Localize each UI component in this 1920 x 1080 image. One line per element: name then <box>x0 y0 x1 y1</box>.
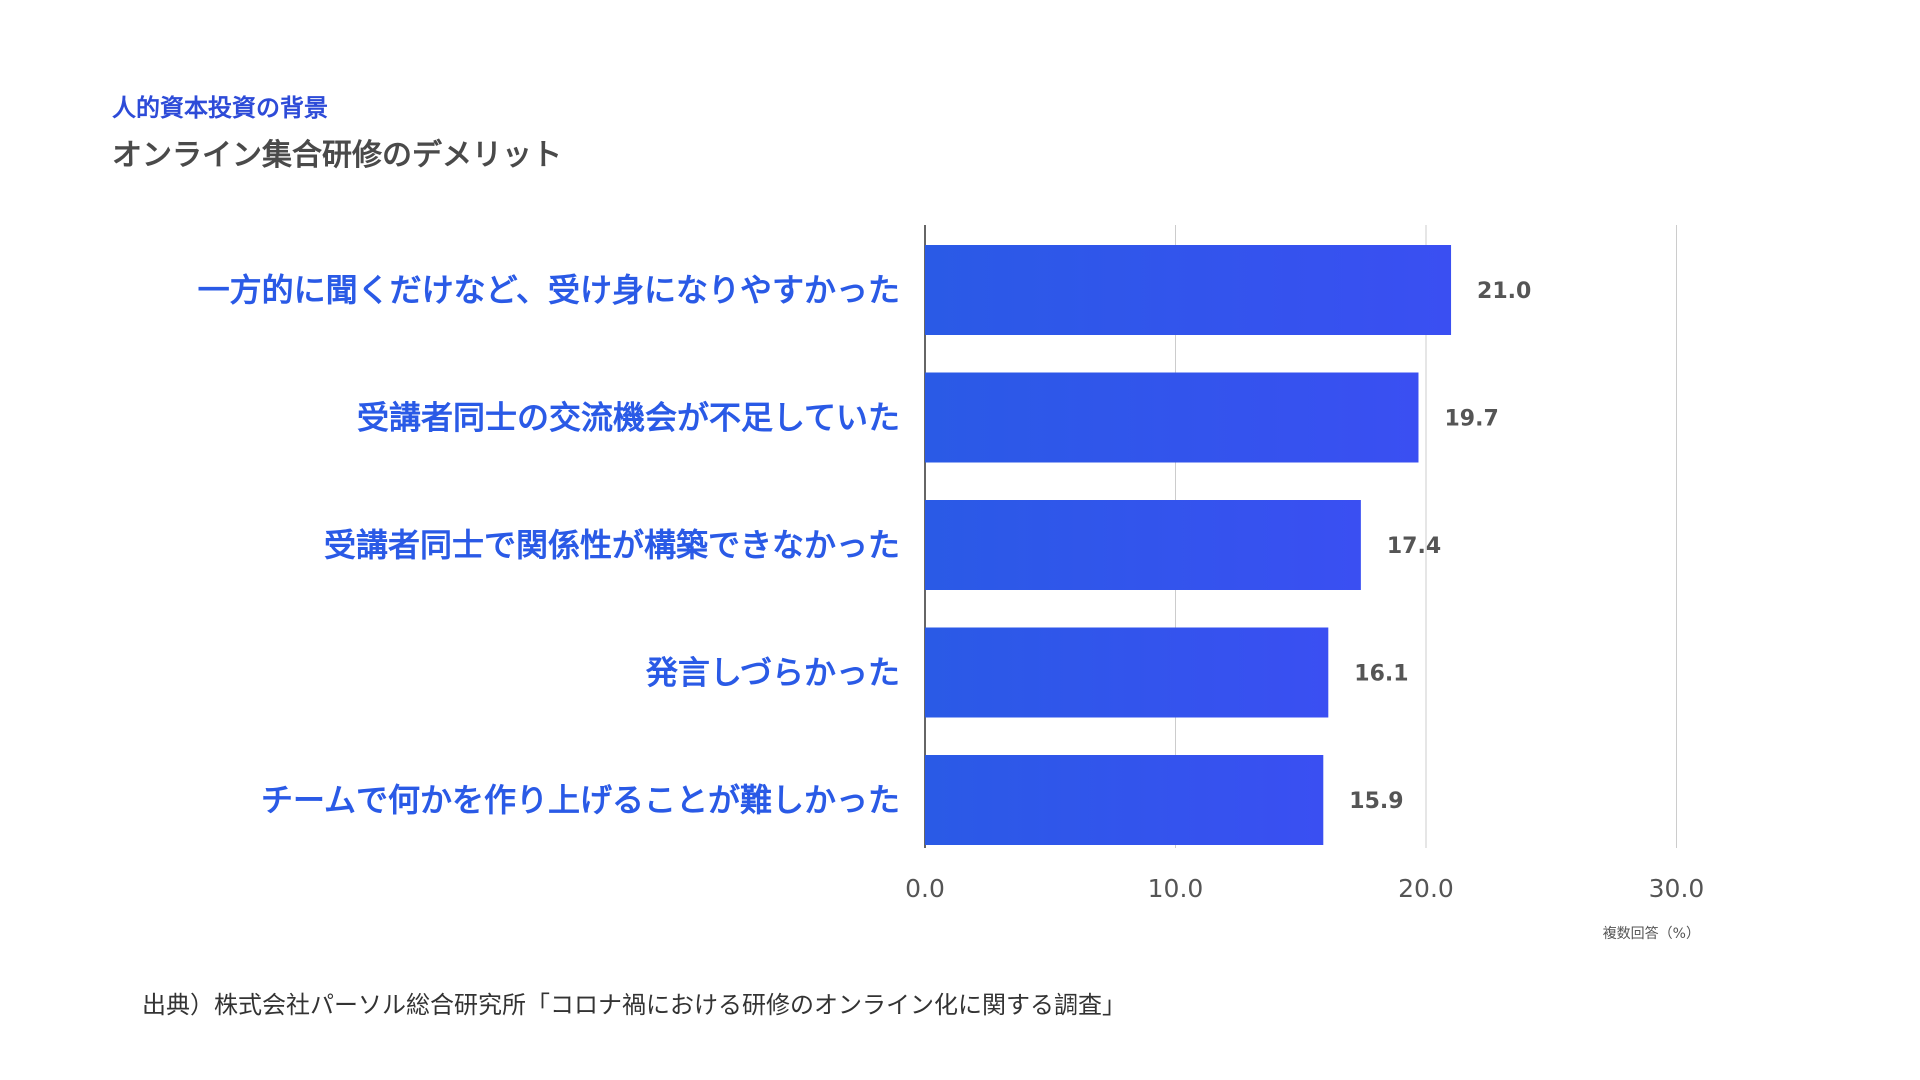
bar-value-label: 16.1 <box>1354 662 1408 687</box>
x-tick-label: 20.0 <box>1398 874 1454 903</box>
chart-title: オンライン集合研修のデメリット <box>112 138 562 173</box>
bar-value-label: 15.9 <box>1349 789 1403 814</box>
source-citation: 出典）株式会社パーソル総合研究所「コロナ禍における研修のオンライン化に関する調査… <box>142 991 1126 1019</box>
axis-note: 複数回答（%） <box>1603 925 1700 942</box>
x-tick-label: 0.0 <box>905 874 945 903</box>
bar-value-label: 19.7 <box>1444 407 1498 432</box>
bar <box>925 627 1329 718</box>
category-label: 受講者同士で関係性が構築できなかった <box>324 526 900 564</box>
category-label: 一方的に聞くだけなど、受け身になりやすかった <box>198 271 900 309</box>
bar-value-label: 17.4 <box>1387 534 1441 559</box>
category-label: 受講者同士の交流機会が不足していた <box>357 399 900 437</box>
x-tick-label: 30.0 <box>1649 874 1705 903</box>
bar <box>925 245 1452 335</box>
bar <box>925 500 1361 590</box>
bar-value-label: 21.0 <box>1477 279 1531 304</box>
bar <box>925 755 1324 845</box>
category-label: 発言しづらかった <box>645 654 900 692</box>
section-eyebrow: 人的資本投資の背景 <box>112 94 328 122</box>
x-tick-label: 10.0 <box>1148 874 1204 903</box>
category-label: チームで何かを作り上げることが難しかった <box>261 781 900 819</box>
bar <box>925 372 1419 463</box>
